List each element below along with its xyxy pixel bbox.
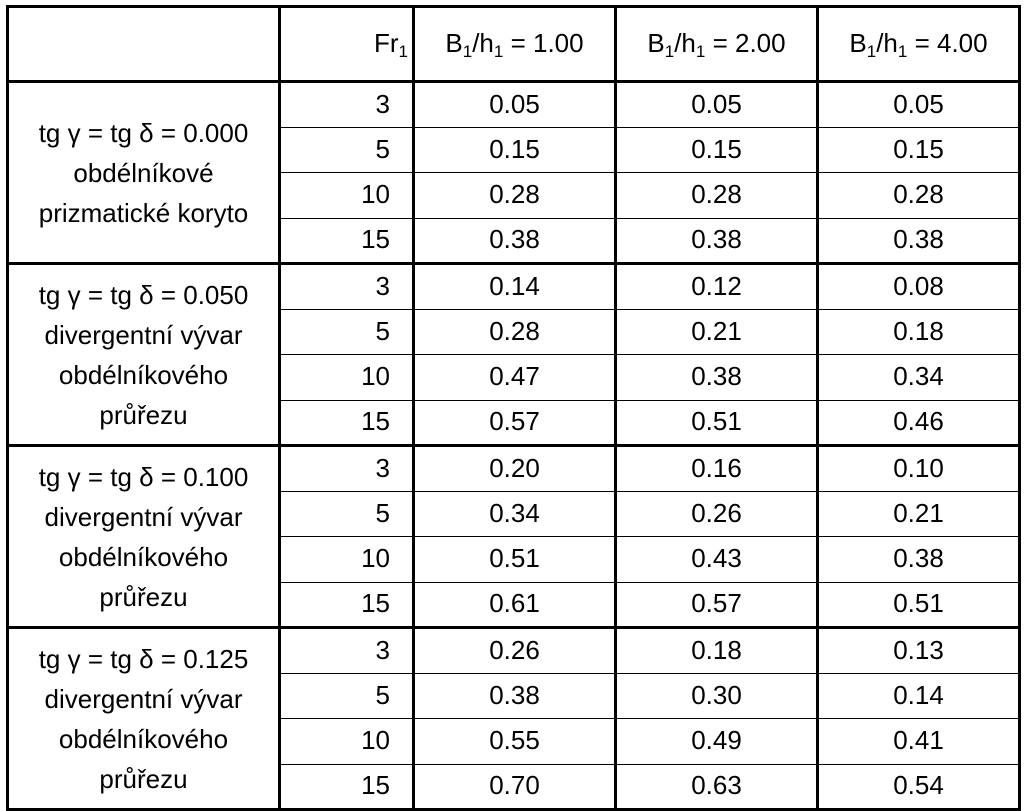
fr-value: 10	[279, 536, 415, 583]
value-cell: 0.30	[615, 672, 819, 719]
value-cell: 0.38	[615, 354, 819, 401]
header-col-3: B1/h1 = 4.00	[817, 6, 1021, 83]
table-row: tg γ = tg δ = 0.000 obdélníkové prizmati…	[7, 81, 1021, 265]
value-cell: 0.47	[413, 354, 617, 401]
value-cell: 0.05	[413, 81, 617, 128]
value-cell: 0.15	[413, 126, 617, 173]
value-cell: 0.46	[817, 399, 1021, 447]
group-label: tg γ = tg δ = 0.125 divergentní vývar ob…	[7, 627, 281, 811]
value-cell: 0.63	[615, 763, 819, 811]
value-cell: 0.26	[413, 627, 617, 674]
data-table: Fr1 B1/h1 = 1.00 B1/h1 = 2.00 B1/h1 = 4.…	[6, 5, 1021, 811]
fr-value: 15	[279, 581, 415, 629]
value-cell: 0.54	[817, 763, 1021, 811]
value-cell: 0.28	[615, 172, 819, 219]
table-row: 10 0.51 0.43 0.38	[8, 536, 1021, 583]
table-row: 15 0.38 0.38 0.38	[8, 217, 1021, 265]
header-col-2: B1/h1 = 2.00	[615, 6, 819, 83]
header-fr: Fr1	[279, 6, 415, 83]
value-cell: 0.14	[817, 672, 1021, 719]
value-cell: 0.49	[615, 718, 819, 765]
table-row: tg γ = tg δ = 0.050 divergentní vývar ob…	[7, 263, 1021, 447]
value-cell: 0.41	[817, 718, 1021, 765]
value-cell: 0.18	[615, 627, 819, 674]
value-cell: 0.51	[413, 536, 617, 583]
value-cell: 0.26	[615, 490, 819, 537]
table-row: 5 0.15 0.15 0.15	[8, 126, 1021, 173]
fr-value: 15	[279, 217, 415, 265]
value-cell: 0.05	[615, 81, 819, 128]
value-cell: 0.28	[413, 308, 617, 355]
fr-value: 15	[279, 763, 415, 811]
value-cell: 0.20	[413, 445, 617, 492]
value-cell: 0.38	[413, 217, 617, 265]
value-cell: 0.57	[413, 399, 617, 447]
fr-value: 10	[279, 354, 415, 401]
table-row: tg γ = tg δ = 0.100 divergentní vývar ob…	[7, 445, 1021, 629]
value-cell: 0.34	[413, 490, 617, 537]
value-cell: 0.43	[615, 536, 819, 583]
table-row: 5 0.28 0.21 0.18	[8, 308, 1021, 355]
value-cell: 0.21	[817, 490, 1021, 537]
fr-value: 15	[279, 399, 415, 447]
value-cell: 0.38	[413, 672, 617, 719]
value-cell: 0.34	[817, 354, 1021, 401]
value-cell: 0.28	[413, 172, 617, 219]
value-cell: 0.16	[615, 445, 819, 492]
value-cell: 0.12	[615, 263, 819, 310]
fr-value: 5	[279, 490, 415, 537]
fr-value: 5	[279, 308, 415, 355]
value-cell: 0.15	[615, 126, 819, 173]
table-body: tg γ = tg δ = 0.000 obdélníkové prizmati…	[7, 81, 1021, 811]
header-row: Fr1 B1/h1 = 1.00 B1/h1 = 2.00 B1/h1 = 4.…	[7, 6, 1021, 83]
table-row: 5 0.34 0.26 0.21	[8, 490, 1021, 537]
value-cell: 0.10	[817, 445, 1021, 492]
value-cell: 0.18	[817, 308, 1021, 355]
value-cell: 0.08	[817, 263, 1021, 310]
fr-value: 3	[279, 81, 415, 128]
value-cell: 0.28	[817, 172, 1021, 219]
table-row: tg γ = tg δ = 0.125 divergentní vývar ob…	[7, 627, 1021, 811]
value-cell: 0.21	[615, 308, 819, 355]
fr-value: 5	[279, 672, 415, 719]
fr-value: 10	[279, 172, 415, 219]
value-cell: 0.51	[615, 399, 819, 447]
value-cell: 0.70	[413, 763, 617, 811]
table-row: 10 0.55 0.49 0.41	[8, 718, 1021, 765]
fr-value: 3	[279, 627, 415, 674]
value-cell: 0.57	[615, 581, 819, 629]
value-cell: 0.51	[817, 581, 1021, 629]
value-cell: 0.15	[817, 126, 1021, 173]
table-row: 10 0.28 0.28 0.28	[8, 172, 1021, 219]
value-cell: 0.14	[413, 263, 617, 310]
header-col-1: B1/h1 = 1.00	[413, 6, 617, 83]
group-label: tg γ = tg δ = 0.100 divergentní vývar ob…	[7, 445, 281, 629]
header-empty-cell	[7, 6, 281, 83]
group-label: tg γ = tg δ = 0.000 obdélníkové prizmati…	[7, 81, 281, 265]
table-row: 15 0.61 0.57 0.51	[8, 581, 1021, 629]
value-cell: 0.61	[413, 581, 617, 629]
fr-value: 10	[279, 718, 415, 765]
value-cell: 0.38	[817, 217, 1021, 265]
fr-value: 3	[279, 263, 415, 310]
table-row: 5 0.38 0.30 0.14	[8, 672, 1021, 719]
value-cell: 0.38	[817, 536, 1021, 583]
table-row: 15 0.57 0.51 0.46	[8, 399, 1021, 447]
group-label: tg γ = tg δ = 0.050 divergentní vývar ob…	[7, 263, 281, 447]
value-cell: 0.38	[615, 217, 819, 265]
value-cell: 0.55	[413, 718, 617, 765]
table-row: 10 0.47 0.38 0.34	[8, 354, 1021, 401]
value-cell: 0.05	[817, 81, 1021, 128]
value-cell: 0.13	[817, 627, 1021, 674]
fr-value: 5	[279, 126, 415, 173]
data-table-wrapper: Fr1 B1/h1 = 1.00 B1/h1 = 2.00 B1/h1 = 4.…	[6, 5, 1021, 811]
fr-value: 3	[279, 445, 415, 492]
